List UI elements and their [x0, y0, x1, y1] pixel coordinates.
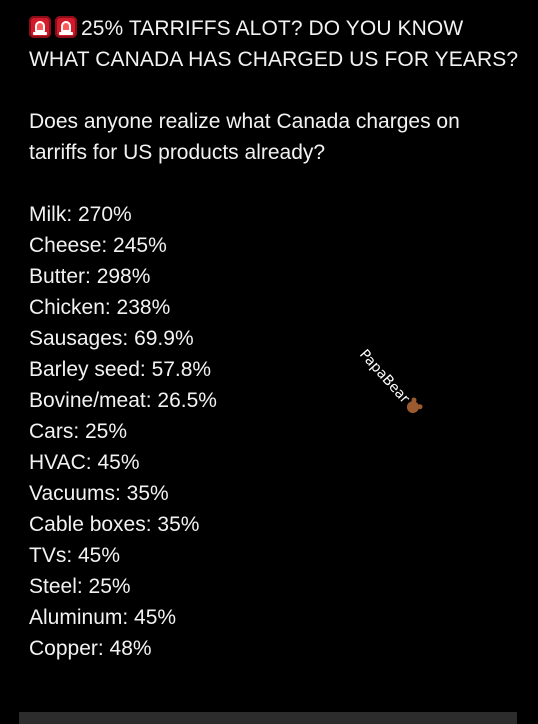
- list-item: Cheese: 245%: [29, 234, 167, 257]
- list-item: TVs: 45%: [29, 544, 121, 567]
- list-item: Cable boxes: 35%: [29, 513, 200, 536]
- list-item: Bovine/meat: 26.5%: [29, 389, 217, 412]
- tariff-list: Milk: 270% Cheese: 245% Butter: 298% Chi…: [29, 199, 519, 664]
- list-item: HVAC: 45%: [29, 451, 140, 474]
- list-item: Steel: 25%: [29, 575, 131, 598]
- list-item: Butter: 298%: [29, 265, 151, 288]
- list-item: Vacuums: 35%: [29, 482, 169, 505]
- list-item: Aluminum: 45%: [29, 606, 177, 629]
- list-item: Chicken: 238%: [29, 296, 171, 319]
- police-siren-icon: [55, 16, 77, 38]
- bottom-bar: [19, 712, 517, 724]
- police-siren-icon: [29, 16, 51, 38]
- list-item: Milk: 270%: [29, 203, 132, 226]
- list-item: Copper: 48%: [29, 637, 152, 660]
- list-item: Sausages: 69.9%: [29, 327, 194, 350]
- post-intro: Does anyone realize what Canada charges …: [29, 110, 460, 164]
- headline-text: 25% TARRIFFS ALOT? DO YOU KNOW WHAT CANA…: [29, 17, 519, 71]
- list-item: Barley seed: 57.8%: [29, 358, 212, 381]
- list-item: Cars: 25%: [29, 420, 128, 443]
- post-body: 25% TARRIFFS ALOT? DO YOU KNOW WHAT CANA…: [29, 13, 519, 664]
- post-headline: 25% TARRIFFS ALOT? DO YOU KNOW WHAT CANA…: [29, 13, 519, 75]
